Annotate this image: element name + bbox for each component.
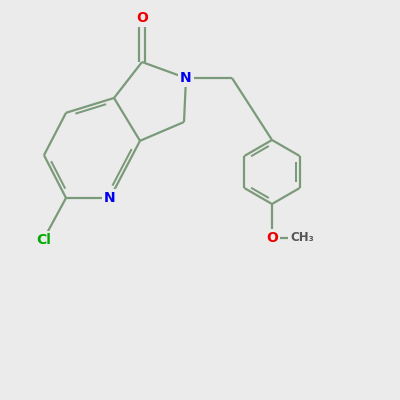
Text: O: O	[266, 231, 278, 245]
Text: N: N	[180, 71, 192, 85]
Text: Cl: Cl	[36, 233, 51, 247]
Text: O: O	[136, 11, 148, 25]
Text: N: N	[104, 191, 116, 205]
Text: CH₃: CH₃	[290, 232, 314, 244]
